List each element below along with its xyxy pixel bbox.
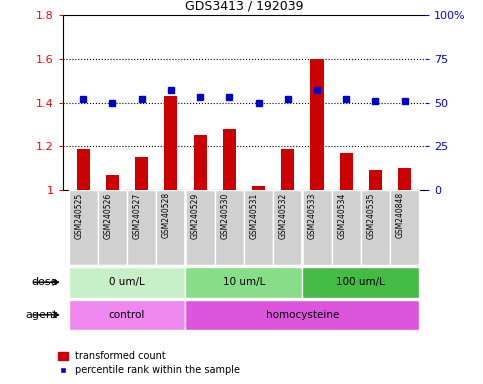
Bar: [252, 186, 265, 190]
Bar: [127, 190, 156, 265]
Bar: [331, 190, 361, 265]
Text: GSM240528: GSM240528: [162, 192, 171, 238]
Legend: transformed count, percentile rank within the sample: transformed count, percentile rank withi…: [58, 351, 241, 375]
Text: GSM240529: GSM240529: [191, 192, 200, 238]
Text: 10 um/L: 10 um/L: [223, 277, 265, 287]
Bar: [215, 190, 244, 265]
Bar: [398, 168, 411, 190]
Bar: [185, 300, 419, 330]
Bar: [156, 190, 185, 265]
Bar: [185, 267, 302, 298]
Text: GSM240534: GSM240534: [337, 192, 346, 239]
Text: GSM240535: GSM240535: [367, 192, 375, 239]
Text: GSM240525: GSM240525: [74, 192, 83, 238]
Text: GSM240531: GSM240531: [250, 192, 258, 238]
Bar: [164, 96, 177, 190]
Bar: [273, 190, 302, 265]
Text: control: control: [109, 310, 145, 320]
Bar: [185, 190, 215, 265]
Text: GSM240533: GSM240533: [308, 192, 317, 239]
Bar: [69, 300, 185, 330]
Text: 100 um/L: 100 um/L: [336, 277, 385, 287]
Bar: [69, 267, 185, 298]
Text: GSM240527: GSM240527: [133, 192, 142, 238]
Bar: [244, 190, 273, 265]
Bar: [369, 170, 382, 190]
Text: 0 um/L: 0 um/L: [109, 277, 145, 287]
Title: GDS3413 / 192039: GDS3413 / 192039: [185, 0, 303, 13]
Text: GSM240532: GSM240532: [279, 192, 288, 238]
Bar: [361, 190, 390, 265]
Bar: [69, 190, 98, 265]
Bar: [281, 149, 294, 190]
Bar: [223, 129, 236, 190]
Bar: [194, 136, 207, 190]
Text: dose: dose: [31, 277, 58, 287]
Bar: [98, 190, 127, 265]
Bar: [302, 267, 419, 298]
Bar: [390, 190, 419, 265]
Bar: [340, 153, 353, 190]
Text: agent: agent: [26, 310, 58, 320]
Text: GSM240526: GSM240526: [103, 192, 113, 238]
Bar: [302, 190, 331, 265]
Text: GSM240848: GSM240848: [396, 192, 405, 238]
Bar: [135, 157, 148, 190]
Bar: [106, 175, 119, 190]
Bar: [77, 149, 90, 190]
Text: homocysteine: homocysteine: [266, 310, 339, 320]
Text: GSM240530: GSM240530: [220, 192, 229, 239]
Bar: [311, 59, 324, 190]
